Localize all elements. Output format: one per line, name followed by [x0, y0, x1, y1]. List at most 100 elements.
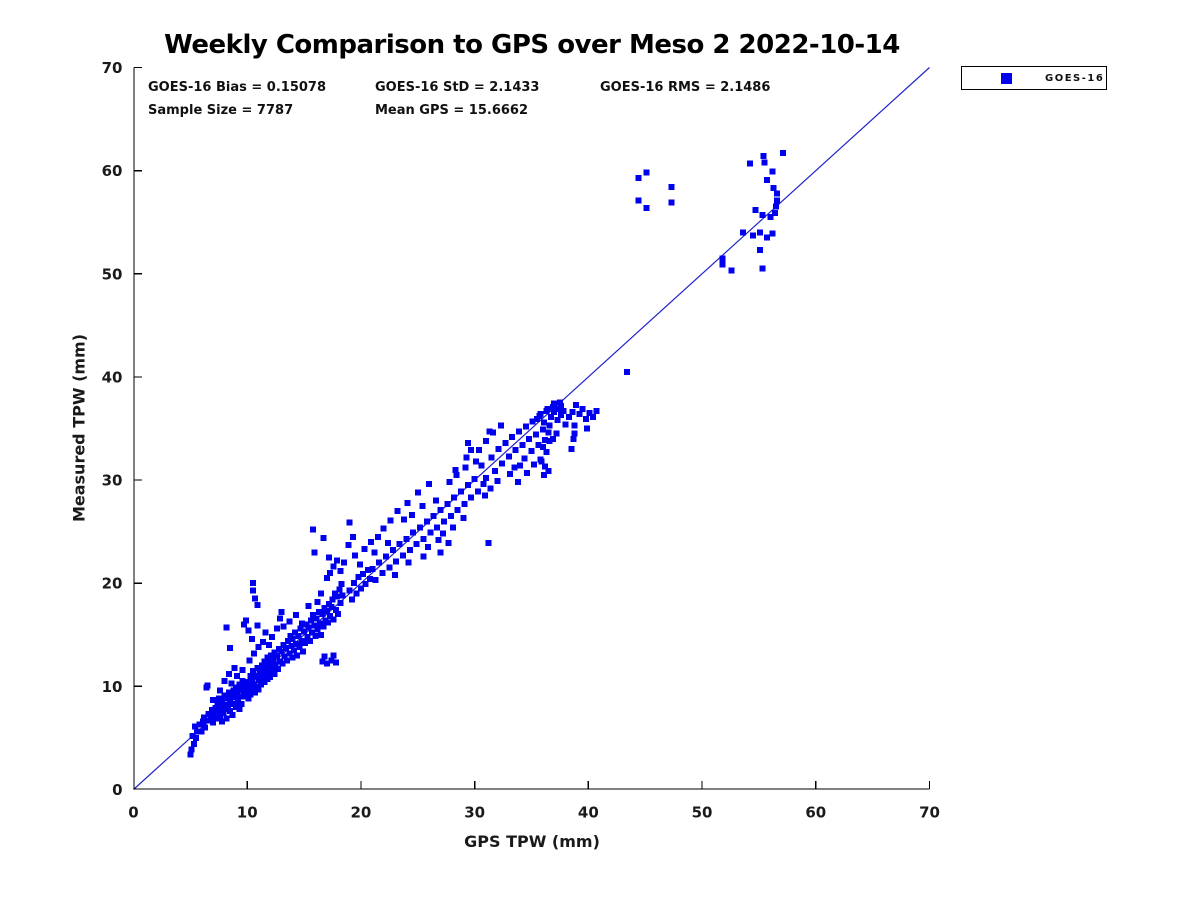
scatter-point: [196, 721, 203, 728]
y-tick-label: 40: [102, 368, 123, 386]
scatter-point: [570, 435, 577, 442]
scatter-point: [437, 549, 444, 556]
scatter-point: [328, 603, 335, 610]
scatter-point: [340, 559, 347, 566]
scatter-point: [216, 713, 223, 720]
scatter-point: [202, 724, 209, 731]
scatter-point: [547, 414, 554, 421]
scatter-point: [219, 718, 226, 725]
scatter-point: [517, 462, 524, 469]
scatter-point: [440, 518, 447, 525]
scatter-point: [301, 628, 308, 635]
scatter-point: [323, 660, 330, 667]
scatter-point: [460, 515, 467, 522]
scatter-point: [502, 439, 509, 446]
scatter-point: [488, 454, 495, 461]
scatter-point: [526, 435, 533, 442]
scatter-point: [284, 657, 291, 664]
scatter-point: [635, 197, 642, 204]
scatter-point: [760, 153, 767, 160]
scatter-point: [668, 199, 675, 206]
scatter-point: [406, 547, 413, 554]
scatter-point: [400, 552, 407, 559]
scatter-point: [528, 448, 535, 455]
scatter-point: [480, 481, 487, 488]
scatter-point: [550, 435, 557, 442]
scatter-point: [472, 458, 479, 465]
scatter-point: [226, 670, 233, 677]
x-tick-label: 30: [464, 804, 485, 822]
stat-sample-size: Sample Size = 7787: [148, 103, 294, 118]
scatter-point: [321, 604, 328, 611]
scatter-point: [414, 489, 421, 496]
scatter-point: [330, 652, 337, 659]
scatter-point: [201, 714, 208, 721]
scatter-point: [352, 552, 359, 559]
scatter-point: [229, 700, 236, 707]
scatter-point: [315, 609, 322, 616]
scatter-point: [569, 408, 576, 415]
scatter-point: [326, 554, 333, 561]
scatter-point: [385, 539, 392, 546]
scatter-point: [316, 620, 323, 627]
scatter-point: [254, 622, 261, 629]
scatter-point: [303, 621, 310, 628]
chart-title: Weekly Comparison to GPS over Meso 2 202…: [164, 30, 900, 60]
scatter-point: [541, 471, 548, 478]
scatter-point: [237, 693, 244, 700]
y-tick-label: 70: [102, 59, 123, 77]
scatter-point: [364, 566, 371, 573]
x-tick-label: 40: [578, 804, 599, 822]
scatter-point: [535, 442, 542, 449]
scatter-point: [309, 629, 316, 636]
scatter-point: [299, 648, 306, 655]
scatter-point: [313, 615, 320, 622]
scatter-point: [403, 535, 410, 542]
scatter-point: [487, 485, 494, 492]
stat-rms: GOES-16 RMS = 2.1486: [600, 80, 771, 95]
scatter-point: [318, 590, 325, 597]
scatter-point: [233, 673, 240, 680]
scatter-point: [539, 426, 546, 433]
scatter-point: [271, 670, 278, 677]
scatter-point: [566, 414, 573, 421]
scatter-point: [240, 689, 247, 696]
scatter-point: [228, 693, 235, 700]
scatter-point: [212, 705, 219, 712]
scatter-point: [483, 475, 490, 482]
y-tick-label: 60: [102, 162, 123, 180]
scatter-point: [511, 464, 518, 471]
scatter-point: [447, 513, 454, 520]
x-tick-label: 70: [919, 804, 940, 822]
scatter-point: [319, 611, 326, 618]
scatter-point: [226, 689, 233, 696]
scatter-point: [222, 706, 229, 713]
scatter-point: [262, 672, 269, 679]
scatter-point: [266, 660, 273, 667]
scatter-point: [471, 476, 478, 483]
scatter-point: [512, 447, 519, 454]
scatter-point: [310, 612, 317, 619]
scatter-point: [759, 211, 766, 218]
scatter-point: [264, 654, 271, 661]
scatter-point: [551, 408, 558, 415]
scatter-point: [296, 644, 303, 651]
scatter-point: [550, 403, 557, 410]
scatter-point: [374, 533, 381, 540]
scatter-point: [779, 150, 786, 157]
scatter-point: [586, 410, 593, 417]
scatter-point: [302, 640, 309, 647]
scatter-point: [538, 458, 545, 465]
scatter-point: [220, 710, 227, 717]
scatter-point: [213, 715, 220, 722]
scatter-point: [362, 581, 369, 588]
scatter-point: [360, 570, 367, 577]
scatter-point: [218, 703, 225, 710]
scatter-point: [545, 429, 552, 436]
scatter-point: [252, 689, 259, 696]
scatter-point: [236, 706, 243, 713]
scatter-point: [425, 544, 432, 551]
scatter-point: [554, 417, 561, 424]
scatter-point: [542, 436, 549, 443]
scatter-point: [439, 530, 446, 537]
